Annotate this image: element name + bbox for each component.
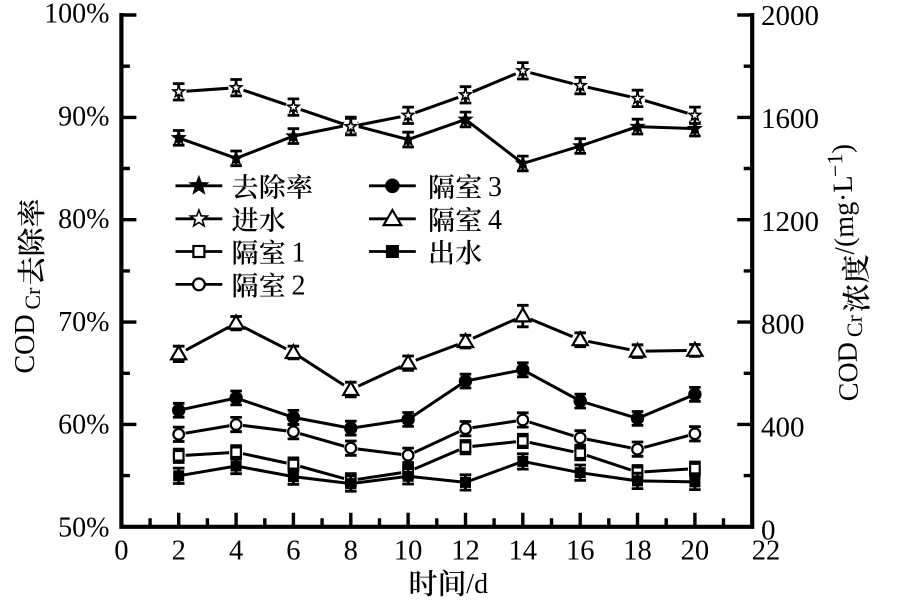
svg-text:Cr: Cr [20,287,45,310]
svg-text:): ) [827,144,858,154]
svg-text:2: 2 [292,270,306,301]
svg-text:90%: 90% [58,101,109,132]
svg-text:4: 4 [229,536,243,567]
svg-text:1600: 1600 [761,103,819,135]
svg-text:/(mg·L: /(mg·L [828,175,861,255]
svg-text:1200: 1200 [761,206,819,238]
svg-text:0: 0 [761,514,776,546]
svg-text:2: 2 [172,536,186,567]
svg-text:4: 4 [488,205,502,236]
svg-text:10: 10 [394,536,423,567]
svg-text:6: 6 [286,536,300,567]
svg-text:COD: COD [832,342,865,402]
svg-text:16: 16 [566,536,595,567]
svg-text:800: 800 [761,309,805,341]
svg-text:100%: 100% [44,0,109,30]
svg-text:80%: 80% [58,204,109,235]
svg-text:−1: −1 [822,153,848,177]
svg-text:COD: COD [10,314,41,373]
svg-text:22: 22 [752,536,781,567]
svg-text:18: 18 [623,536,652,567]
svg-text:8: 8 [344,536,358,567]
svg-text:20: 20 [681,536,710,567]
svg-text:14: 14 [509,536,538,567]
svg-text:3: 3 [488,172,502,203]
svg-text:2000: 2000 [761,0,819,32]
svg-text:50%: 50% [58,513,109,544]
svg-text:60%: 60% [58,410,109,441]
svg-text:0: 0 [114,536,128,567]
svg-text:1: 1 [292,238,306,269]
svg-text:400: 400 [761,412,805,444]
svg-text:12: 12 [451,536,480,567]
svg-text:Cr: Cr [842,314,868,337]
svg-text:70%: 70% [58,307,109,338]
svg-text:/d: /d [466,569,488,600]
